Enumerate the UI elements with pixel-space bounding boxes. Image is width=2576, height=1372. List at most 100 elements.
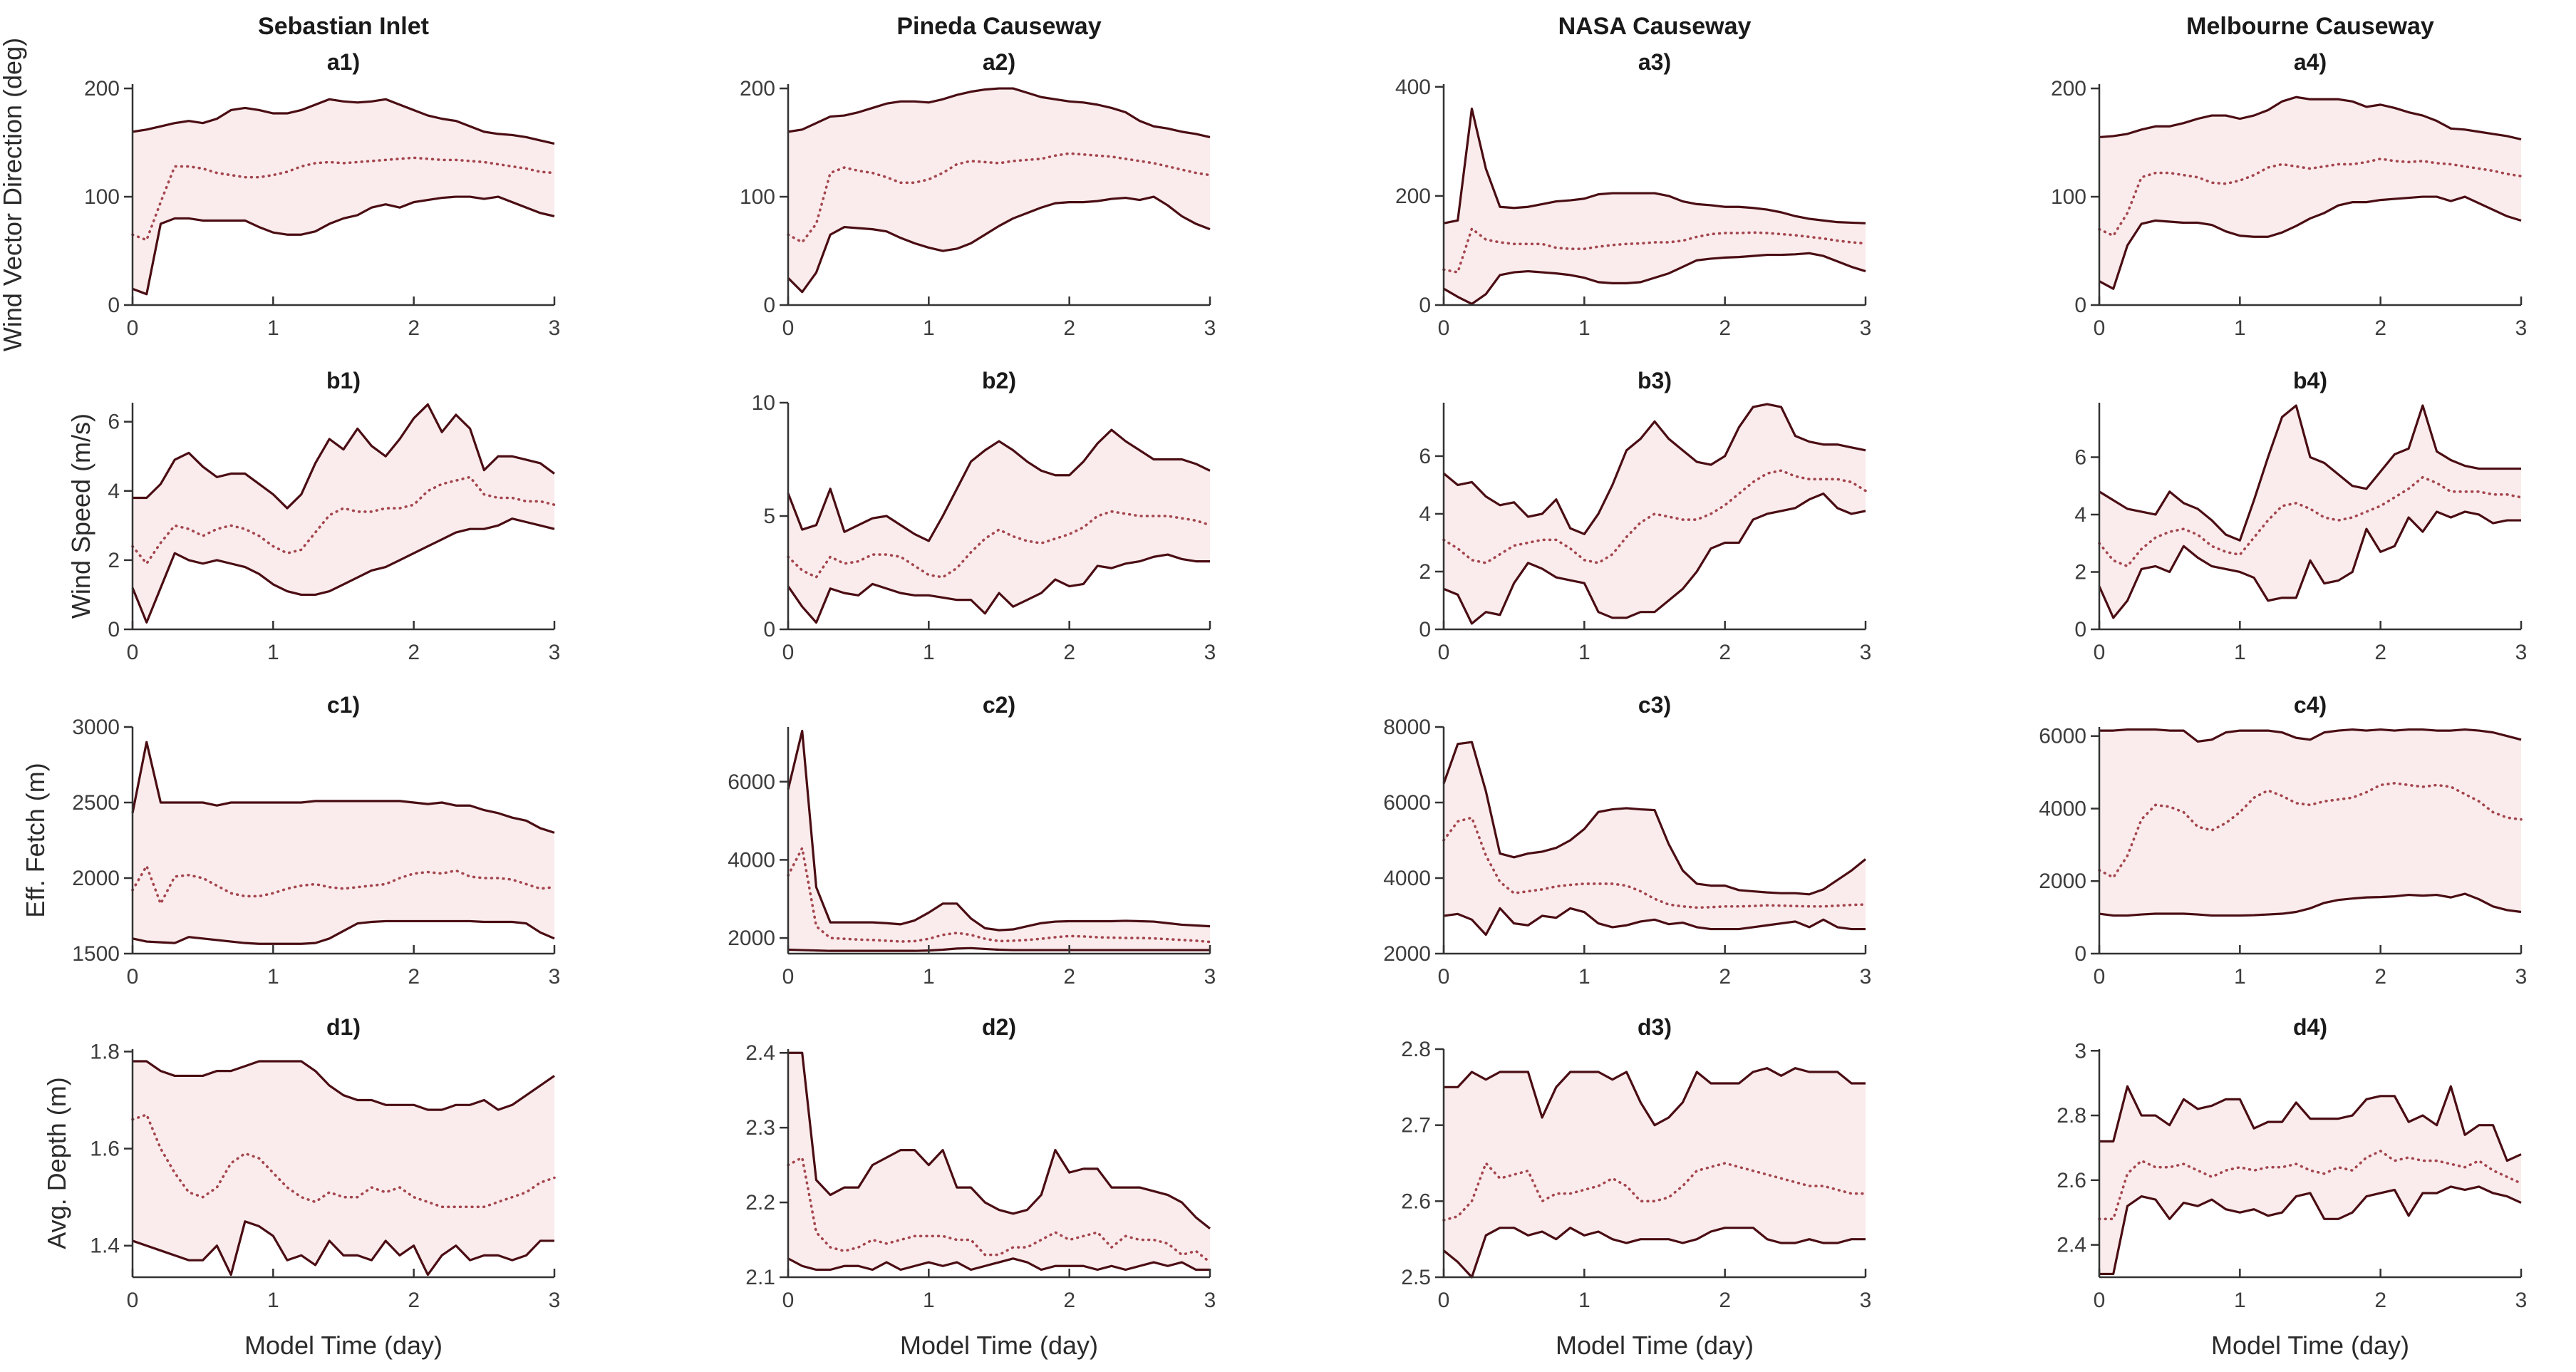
x-tick-label: 1 xyxy=(2234,316,2246,340)
mean-dotted-line xyxy=(131,475,556,566)
x-tick-label: 3 xyxy=(1860,316,1872,340)
y-tick-label: 2000 xyxy=(728,927,775,950)
y-tick-label: 2 xyxy=(1419,560,1431,584)
subplot-label: c1) xyxy=(327,692,360,718)
envelope-band xyxy=(1444,742,1866,935)
x-tick-label: 1 xyxy=(1578,641,1590,664)
subplot-label: c4) xyxy=(2294,692,2327,718)
x-tick-label: 2 xyxy=(2374,1289,2386,1312)
upper-bound-line xyxy=(1442,741,1867,896)
mean-dotted-line xyxy=(131,156,556,242)
y-tick-label: 6000 xyxy=(728,770,775,794)
x-tick-label: 3 xyxy=(2515,316,2528,340)
x-tick-label: 2 xyxy=(408,641,420,664)
y-tick-label: 2.6 xyxy=(2057,1169,2086,1192)
envelope-band xyxy=(133,404,554,623)
subplot-label: d2) xyxy=(982,1014,1016,1040)
y-tick-label: 2 xyxy=(108,549,120,572)
x-tick-label: 1 xyxy=(2234,965,2246,989)
subplot-label: b1) xyxy=(326,368,361,393)
x-tick-label: 0 xyxy=(127,1289,139,1312)
subplot-b2: 0 5 10 0 1 2 3 b2) xyxy=(752,368,1216,664)
x-tick-label: 2 xyxy=(408,316,420,340)
upper-bound-line xyxy=(787,729,1211,932)
mean-dotted-line xyxy=(2098,782,2523,880)
upper-bound-line xyxy=(2099,1085,2522,1162)
upper-bound-line xyxy=(133,1060,555,1111)
y-tick-label: 0 xyxy=(108,618,120,641)
x-tick-label: 3 xyxy=(1204,1289,1216,1312)
subplot-a3: 0 200 400 0 1 2 3 NASA Causeway a3) xyxy=(1395,13,1871,340)
x-tick-label: 1 xyxy=(923,965,935,989)
y-tick-label: 2.5 xyxy=(1401,1266,1431,1289)
y-tick-label: 0 xyxy=(2074,942,2086,966)
x-tick-label: 2 xyxy=(2374,316,2386,340)
subplot-label: d4) xyxy=(2293,1014,2327,1040)
x-axis-label: Model Time (day) xyxy=(1556,1331,1754,1360)
y-tick-label: 100 xyxy=(740,185,775,209)
y-tick-label: 200 xyxy=(740,77,775,100)
upper-bound-line xyxy=(131,741,555,834)
y-tick-label: 2 xyxy=(2074,560,2086,584)
x-tick-label: 1 xyxy=(1578,1289,1590,1312)
mean-dotted-line xyxy=(131,1113,556,1209)
y-tick-label: 0 xyxy=(2074,294,2086,317)
y-tick-label: 4 xyxy=(2074,503,2086,527)
y-tick-label: 5 xyxy=(763,505,775,528)
envelope-band xyxy=(788,88,1210,292)
mean-dotted-line xyxy=(1442,816,1867,909)
subplot-c4: 0 2000 4000 6000 0 1 2 3 c4) xyxy=(2039,692,2527,989)
upper-bound-line xyxy=(1444,1067,1866,1127)
subplot-b4: 0 2 4 6 0 1 2 3 b4) xyxy=(2074,368,2527,664)
upper-bound-line xyxy=(2099,404,2521,542)
mean-dotted-line xyxy=(1442,226,1867,274)
lower-bound-line xyxy=(1443,492,1866,625)
x-tick-label: 0 xyxy=(2094,1289,2106,1312)
subplot-label: c2) xyxy=(983,692,1015,718)
x-tick-label: 3 xyxy=(549,1289,561,1312)
y-tick-label: 2.4 xyxy=(2057,1234,2086,1257)
column-title: NASA Causeway xyxy=(1558,13,1752,40)
mean-dotted-line xyxy=(787,510,1211,579)
subplot-label: a1) xyxy=(327,49,360,75)
subplot-label: d3) xyxy=(1638,1014,1672,1040)
x-tick-label: 2 xyxy=(2374,965,2386,989)
x-tick-label: 3 xyxy=(1204,965,1216,989)
x-tick-label: 0 xyxy=(1438,641,1450,664)
x-axis-label: Model Time (day) xyxy=(900,1331,1098,1360)
y-tick-label: 2.7 xyxy=(1401,1114,1431,1138)
y-tick-label: 4000 xyxy=(1383,867,1431,890)
y-tick-label: 1500 xyxy=(72,942,120,966)
x-tick-label: 1 xyxy=(267,965,279,989)
y-tick-label: 6 xyxy=(108,411,120,434)
lower-bound-line xyxy=(132,919,555,945)
y-tick-label: 1.6 xyxy=(90,1138,120,1161)
column-title: Melbourne Causeway xyxy=(2186,13,2434,40)
subplot-d4: 2.4 2.6 2.8 3 0 1 2 3 d4) Model Time (day) xyxy=(2057,1014,2527,1360)
y-tick-label: 3 xyxy=(2074,1039,2086,1063)
x-tick-label: 2 xyxy=(1719,965,1731,989)
envelope-band xyxy=(133,742,554,944)
y-tick-label: 2.8 xyxy=(2057,1104,2086,1128)
y-tick-label: 2000 xyxy=(2039,870,2086,893)
envelope-band xyxy=(133,99,554,294)
x-tick-label: 0 xyxy=(1438,1289,1450,1312)
mean-dotted-line xyxy=(1442,469,1867,564)
x-tick-label: 1 xyxy=(1578,965,1590,989)
upper-bound-line xyxy=(133,403,555,510)
subplot-label: d1) xyxy=(326,1014,361,1040)
subplot-c2: 2000 4000 6000 0 1 2 3 c2) xyxy=(728,692,1216,989)
subplot-a2: 0 100 200 0 1 2 3 Pineda Causeway a2) xyxy=(740,13,1216,340)
lower-bound-line xyxy=(787,195,1211,294)
x-tick-label: 3 xyxy=(2515,965,2528,989)
x-tick-label: 0 xyxy=(2094,641,2106,664)
x-tick-label: 3 xyxy=(1204,641,1216,664)
x-tick-label: 0 xyxy=(1438,316,1450,340)
y-tick-label: 10 xyxy=(752,391,775,415)
column-title: Sebastian Inlet xyxy=(258,13,429,40)
x-tick-label: 0 xyxy=(782,316,795,340)
envelope-band xyxy=(1444,1068,1866,1277)
x-tick-label: 2 xyxy=(1063,641,1075,664)
